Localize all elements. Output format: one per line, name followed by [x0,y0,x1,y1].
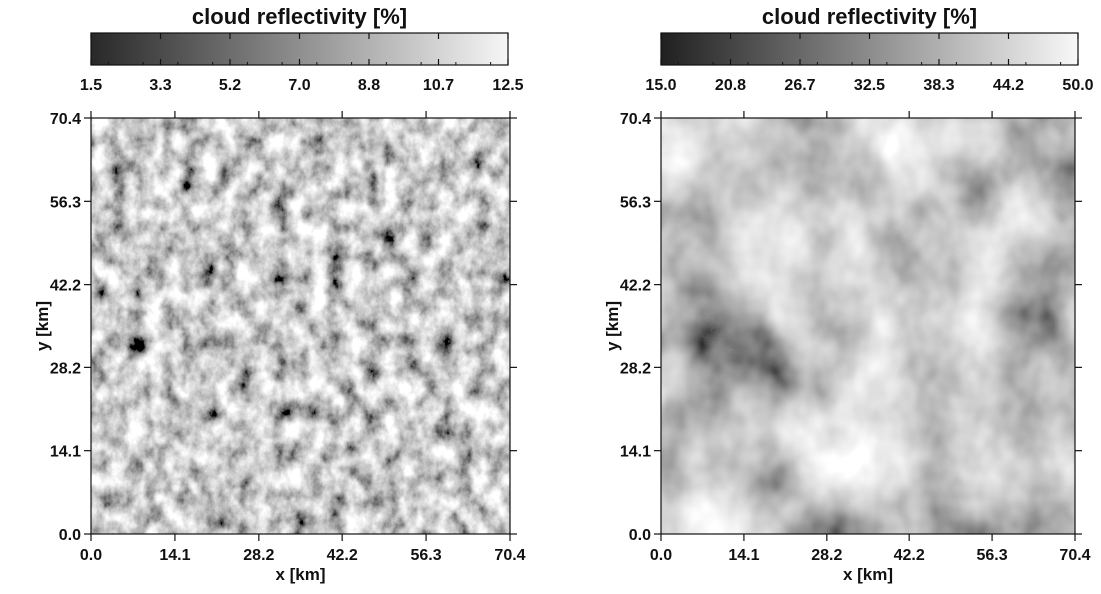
x-tick-label: 0.0 [650,547,672,564]
colorbar-tick-label: 12.5 [492,77,523,94]
panel-1: cloud reflectivity [%] 1.5 3.3 5.2 7.0 8.8 10.… [33,4,526,584]
panel-2: cloud reflectivity [%] 15.0 20.8 26.7 32.5 38… [603,4,1094,584]
y-tick-label: 0.0 [59,527,81,544]
x-tick-label: 28.2 [243,547,274,564]
colorbar-tick-label: 3.3 [149,77,171,94]
y-tick-label: 0.0 [629,527,651,544]
colorbar-title: cloud reflectivity [%] [762,4,977,29]
y-tick-label: 28.2 [50,360,81,377]
colorbar-tick-label: 44.2 [993,77,1024,94]
plot-frame [660,117,1076,535]
colorbar-tick-label: 38.3 [923,77,954,94]
colorbar-tick-label: 32.5 [854,77,885,94]
y-tick-label: 28.2 [620,360,651,377]
colorbar-tick-label: 8.8 [358,77,380,94]
colorbar-tick-label: 20.8 [715,77,746,94]
y-tick-label: 56.3 [50,194,81,211]
x-axis-label: x [km] [275,565,325,584]
reflectivity-field [661,118,1075,534]
colorbar-title: cloud reflectivity [%] [192,4,407,29]
x-tick-label: 14.1 [159,547,190,564]
colorbar-tick-label: 15.0 [645,77,676,94]
y-tick-label: 70.4 [50,111,81,128]
colorbar-tick-label: 26.7 [784,77,815,94]
colorbar-tick-label: 5.2 [219,77,241,94]
colorbar-tick-label: 7.0 [288,77,310,94]
y-axis-label: y [km] [603,301,622,351]
x-tick-label: 0.0 [80,547,102,564]
y-tick-label: 42.2 [620,278,651,295]
x-tick-label: 14.1 [728,547,759,564]
y-axis-label: y [km] [33,301,52,351]
x-tick-label: 42.2 [327,547,358,564]
x-tick-label: 42.2 [894,547,925,564]
colorbar-tick-label: 10.7 [423,77,454,94]
colorbar-tick-label: 50.0 [1062,77,1093,94]
y-tick-label: 14.1 [620,444,651,461]
y-tick-label: 70.4 [620,111,651,128]
x-tick-label: 28.2 [811,547,842,564]
y-tick-label: 56.3 [620,194,651,211]
x-tick-label: 56.3 [411,547,442,564]
y-tick-label: 42.2 [50,278,81,295]
reflectivity-field [91,118,510,534]
x-tick-label: 70.4 [494,547,525,564]
colorbar-tick-label: 1.5 [80,77,102,94]
plot-frame [90,117,511,535]
x-tick-label: 70.4 [1059,547,1090,564]
y-tick-label: 14.1 [50,444,81,461]
x-tick-label: 56.3 [977,547,1008,564]
x-axis-label: x [km] [843,565,893,584]
